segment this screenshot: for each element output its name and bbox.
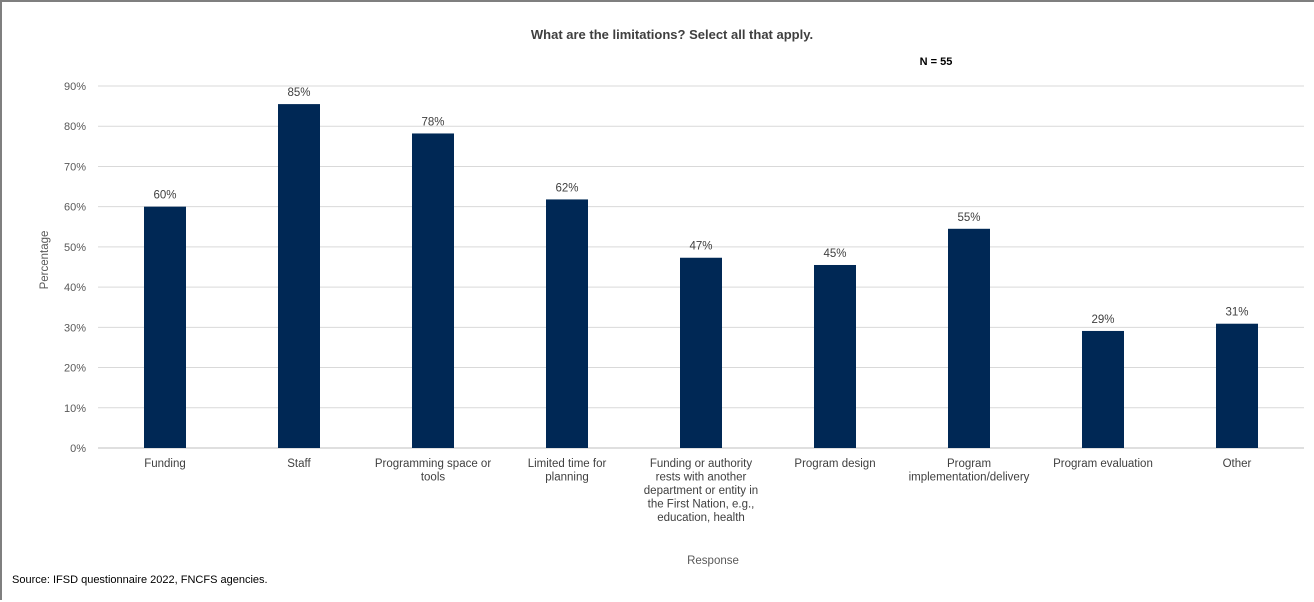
- x-axis-label: Response: [687, 555, 739, 567]
- data-labels: 60% 85% 78% 62% 47% 45% 55% 29% 31%: [153, 87, 1248, 326]
- x-tick-label: Limited time for planning: [528, 458, 607, 484]
- y-tick-label: 90%: [64, 81, 86, 93]
- x-tick-label: Other: [1223, 458, 1252, 470]
- data-label: 55%: [957, 212, 980, 224]
- y-tick-label: 70%: [64, 161, 86, 173]
- x-tick-label: Staff: [287, 458, 311, 470]
- bar: [412, 133, 454, 448]
- data-label: 45%: [823, 248, 846, 260]
- data-label: 47%: [689, 241, 712, 253]
- bar: [144, 206, 186, 448]
- y-tick-label: 60%: [64, 202, 86, 214]
- y-tick-label: 10%: [64, 403, 86, 415]
- x-tick-label: Program evaluation: [1053, 458, 1153, 470]
- y-tick-label: 50%: [64, 242, 86, 254]
- x-tick-label: Program design: [794, 458, 875, 470]
- bar: [948, 228, 990, 448]
- bar: [278, 104, 320, 448]
- x-tick-label: Funding: [144, 458, 186, 470]
- source-note: Source: IFSD questionnaire 2022, FNCFS a…: [12, 574, 268, 586]
- data-label: 78%: [421, 116, 444, 128]
- y-axis-ticks: 0% 10% 20% 30% 40% 50% 60% 70% 80% 90%: [64, 81, 86, 455]
- bar: [814, 264, 856, 448]
- bar: [1082, 330, 1124, 448]
- data-label: 62%: [555, 182, 578, 194]
- y-axis-label: Percentage: [39, 231, 51, 290]
- data-label: 60%: [153, 190, 176, 202]
- x-tick-label: Programming space or tools: [375, 458, 491, 484]
- data-label: 31%: [1225, 307, 1248, 319]
- x-axis-categories: Funding Staff Programming space or tools Lim…: [144, 458, 1251, 524]
- y-tick-label: 20%: [64, 363, 86, 375]
- chart-title: What are the limitations? Select all tha…: [531, 27, 813, 42]
- bar: [680, 257, 722, 448]
- sample-size-label: N = 55: [920, 56, 953, 68]
- data-label: 85%: [287, 87, 310, 99]
- y-tick-label: 80%: [64, 121, 86, 133]
- data-label: 29%: [1091, 314, 1114, 326]
- bar: [546, 199, 588, 448]
- y-tick-label: 40%: [64, 282, 86, 294]
- x-tick-label: Program implementation/delivery: [909, 458, 1030, 484]
- x-tick-label: Funding or authority rests with another de…: [644, 458, 758, 524]
- bar: [1216, 323, 1258, 448]
- bars: [144, 104, 1258, 448]
- y-tick-label: 0%: [70, 443, 86, 455]
- y-tick-label: 30%: [64, 322, 86, 334]
